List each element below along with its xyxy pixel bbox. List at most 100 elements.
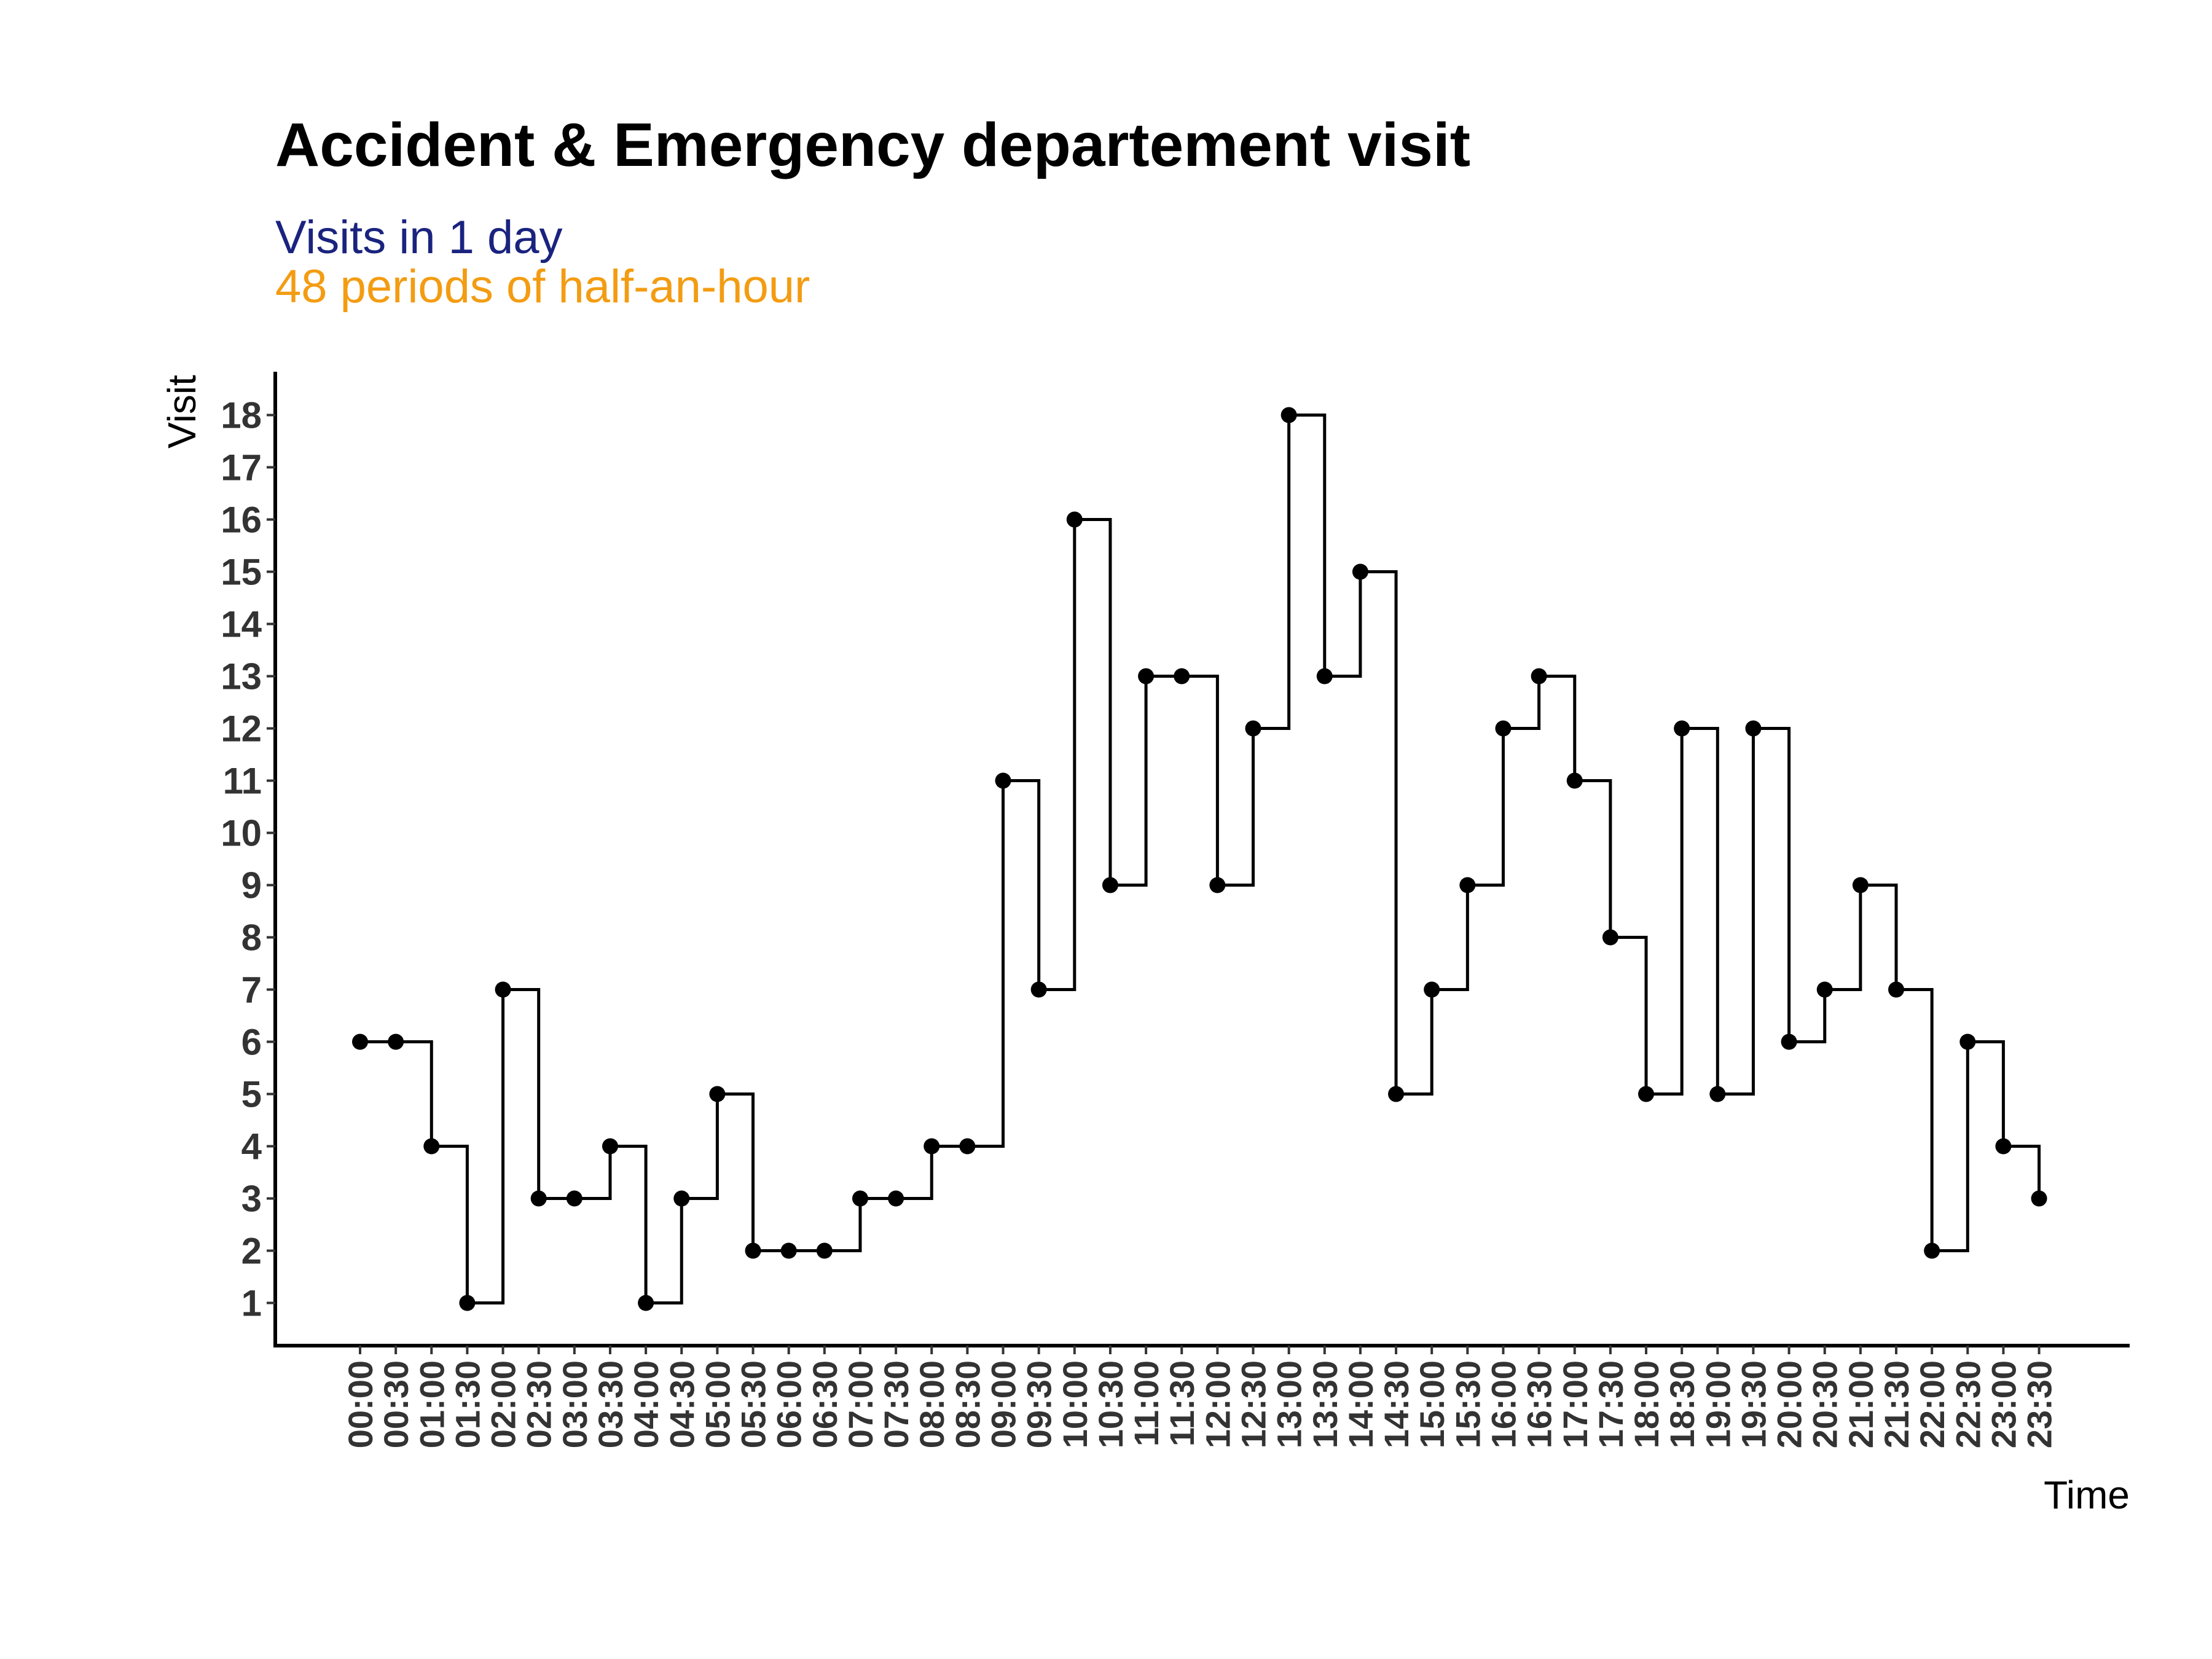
y-tick-label-7: 7 <box>241 970 262 1011</box>
x-tick-label-16:30: 16:30 <box>1520 1360 1559 1448</box>
x-tick-label-08:00: 08:00 <box>912 1360 951 1448</box>
data-point-02:00 <box>495 981 511 998</box>
y-tick-label-1: 1 <box>241 1283 262 1324</box>
chart-subtitle-line-2: 48 periods of half-an-hour <box>275 261 810 313</box>
data-point-15:30 <box>1459 877 1476 893</box>
x-tick-label-23:00: 23:00 <box>1984 1360 2023 1448</box>
x-tick-label-00:00: 00:00 <box>341 1360 380 1448</box>
data-point-03:00 <box>566 1190 582 1207</box>
chart-title: Accident & Emergency departement visit <box>275 111 1470 179</box>
data-point-14:30 <box>1388 1086 1405 1102</box>
x-tick-label-20:00: 20:00 <box>1770 1360 1809 1448</box>
data-point-05:00 <box>709 1086 726 1102</box>
y-tick-label-13: 13 <box>221 656 262 697</box>
x-tick-label-10:30: 10:30 <box>1091 1360 1130 1448</box>
data-point-05:30 <box>745 1242 761 1259</box>
y-tick-label-4: 4 <box>241 1126 262 1167</box>
x-tick-label-22:30: 22:30 <box>1948 1360 1987 1448</box>
x-tick-label-05:30: 05:30 <box>734 1360 773 1448</box>
data-point-01:00 <box>423 1138 440 1155</box>
data-point-09:00 <box>995 772 1011 789</box>
y-tick-label-16: 16 <box>221 500 262 541</box>
x-tick-label-04:00: 04:00 <box>627 1360 665 1448</box>
x-tick-label-17:00: 17:00 <box>1556 1360 1594 1448</box>
x-tick-label-02:30: 02:30 <box>520 1360 559 1448</box>
data-point-23:00 <box>1995 1138 2012 1155</box>
x-tick-label-12:00: 12:00 <box>1198 1360 1237 1448</box>
data-point-01:30 <box>459 1295 476 1311</box>
x-tick-label-11:30: 11:30 <box>1163 1360 1201 1446</box>
data-point-11:00 <box>1138 668 1155 684</box>
x-tick-label-23:30: 23:30 <box>2020 1360 2059 1448</box>
x-tick-label-09:00: 09:00 <box>984 1360 1023 1448</box>
x-tick-label-06:30: 06:30 <box>806 1360 844 1448</box>
y-tick-label-8: 8 <box>241 917 262 959</box>
x-tick-label-18:30: 18:30 <box>1663 1360 1701 1448</box>
y-tick-label-10: 10 <box>221 813 262 854</box>
y-tick-label-11: 11 <box>223 761 262 802</box>
data-point-20:30 <box>1816 981 1833 998</box>
data-point-10:30 <box>1102 877 1118 893</box>
data-point-19:00 <box>1709 1086 1726 1102</box>
data-point-16:00 <box>1495 720 1512 737</box>
data-point-13:30 <box>1316 668 1333 684</box>
y-tick-label-18: 18 <box>221 395 262 436</box>
data-point-13:00 <box>1281 407 1297 423</box>
data-point-12:30 <box>1245 720 1261 737</box>
x-tick-label-15:30: 15:30 <box>1448 1360 1487 1448</box>
y-tick-label-6: 6 <box>241 1022 262 1063</box>
data-point-23:30 <box>2031 1190 2047 1207</box>
data-point-15:00 <box>1424 981 1440 998</box>
y-tick-label-9: 9 <box>241 865 262 906</box>
x-tick-label-11:00: 11:00 <box>1127 1360 1166 1446</box>
data-point-04:00 <box>638 1295 654 1311</box>
data-point-22:00 <box>1924 1242 1940 1259</box>
data-point-07:00 <box>852 1190 868 1207</box>
x-tick-label-05:00: 05:00 <box>698 1360 737 1448</box>
x-tick-label-14:00: 14:00 <box>1341 1360 1380 1448</box>
x-tick-label-13:30: 13:30 <box>1306 1360 1344 1448</box>
data-point-06:00 <box>780 1242 797 1259</box>
data-point-12:00 <box>1209 877 1226 893</box>
data-point-00:00 <box>352 1033 368 1050</box>
x-tick-label-06:00: 06:00 <box>770 1360 809 1448</box>
x-tick-label-16:00: 16:00 <box>1484 1360 1523 1448</box>
x-tick-label-21:00: 21:00 <box>1841 1360 1880 1448</box>
x-tick-label-08:30: 08:30 <box>948 1360 987 1448</box>
x-tick-label-20:30: 20:30 <box>1806 1360 1845 1448</box>
data-point-10:00 <box>1066 511 1083 528</box>
y-tick-label-12: 12 <box>221 708 262 750</box>
data-point-03:30 <box>602 1138 618 1155</box>
y-tick-label-3: 3 <box>241 1179 262 1220</box>
data-point-21:00 <box>1852 877 1869 893</box>
plot-area: 12345678910111213141516171800:0000:3001:… <box>221 372 2130 1448</box>
data-point-06:30 <box>816 1242 833 1259</box>
x-tick-label-15:00: 15:00 <box>1413 1360 1451 1448</box>
data-point-07:30 <box>888 1190 904 1207</box>
x-tick-label-10:00: 10:00 <box>1056 1360 1094 1448</box>
data-point-02:30 <box>530 1190 547 1207</box>
x-tick-label-22:00: 22:00 <box>1913 1360 1951 1448</box>
x-tick-label-02:00: 02:00 <box>484 1360 523 1448</box>
x-tick-label-21:30: 21:30 <box>1877 1360 1916 1448</box>
data-point-04:30 <box>673 1190 690 1207</box>
y-axis-title: Visit <box>160 375 204 449</box>
data-point-20:00 <box>1781 1033 1797 1050</box>
data-point-00:30 <box>388 1033 404 1050</box>
data-point-14:00 <box>1352 563 1368 580</box>
x-tick-label-01:00: 01:00 <box>412 1360 451 1448</box>
x-tick-label-12:30: 12:30 <box>1234 1360 1273 1448</box>
y-tick-label-14: 14 <box>221 604 262 645</box>
data-point-17:00 <box>1566 772 1583 789</box>
x-axis-title: Time <box>2044 1473 2130 1517</box>
data-point-19:30 <box>1745 720 1762 737</box>
y-tick-label-2: 2 <box>241 1231 262 1272</box>
data-point-18:30 <box>1674 720 1690 737</box>
step-line <box>360 414 2041 1304</box>
x-tick-label-19:30: 19:30 <box>1734 1360 1773 1448</box>
x-tick-label-19:00: 19:00 <box>1698 1360 1737 1448</box>
y-tick-label-15: 15 <box>221 552 262 593</box>
y-tick-label-17: 17 <box>221 447 262 488</box>
x-tick-label-00:30: 00:30 <box>377 1360 415 1448</box>
